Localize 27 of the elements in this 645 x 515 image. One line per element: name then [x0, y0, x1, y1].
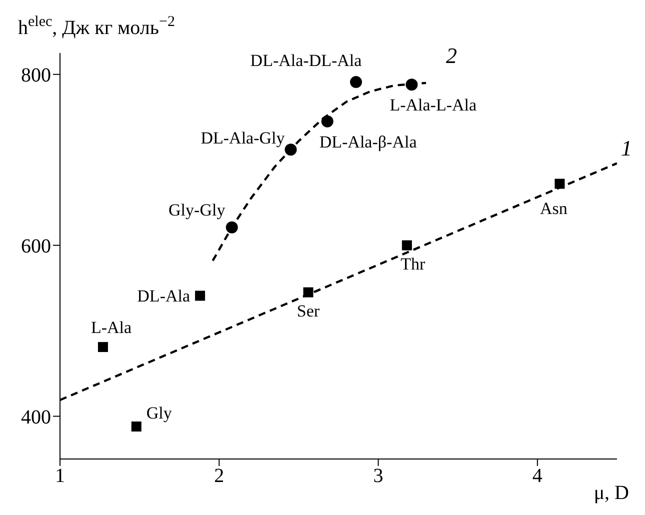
annotation: Thr — [400, 254, 426, 274]
x-tick-label: 3 — [373, 465, 384, 488]
annotation: DL-Ala-β-Ala — [319, 132, 418, 152]
point — [350, 76, 362, 88]
y-tick-label: 600 — [21, 235, 51, 258]
annotation: DL-Ala — [137, 286, 190, 306]
y-tick-label: 800 — [21, 64, 51, 86]
x-axis-title: μ, D — [594, 482, 629, 504]
series-label: 2 — [446, 42, 458, 68]
series-label: 1 — [621, 135, 632, 160]
x-tick-label: 4 — [532, 465, 542, 488]
x-tick-label: 1 — [55, 465, 65, 488]
annotation: DL-Ala-DL-Ala — [250, 51, 362, 70]
point — [195, 290, 206, 301]
point — [98, 342, 108, 352]
y-axis-title: h$^{elec}$, Дж кг моль$^{−2}$ — [18, 14, 175, 39]
point — [402, 240, 412, 250]
annotation: Ser — [296, 301, 320, 320]
x-tick-label: 2 — [214, 465, 224, 488]
annotation: Asn — [540, 198, 568, 218]
point — [131, 422, 142, 432]
annotation: L-Ala — [90, 318, 132, 338]
annotation: Gly-Gly — [168, 200, 226, 220]
annotation: Gly — [146, 404, 172, 423]
annotation: DL-Ala-Gly — [200, 128, 286, 148]
y-tick-label: 400 — [21, 406, 51, 428]
annotation: L-Ala-L-Ala — [390, 96, 478, 115]
